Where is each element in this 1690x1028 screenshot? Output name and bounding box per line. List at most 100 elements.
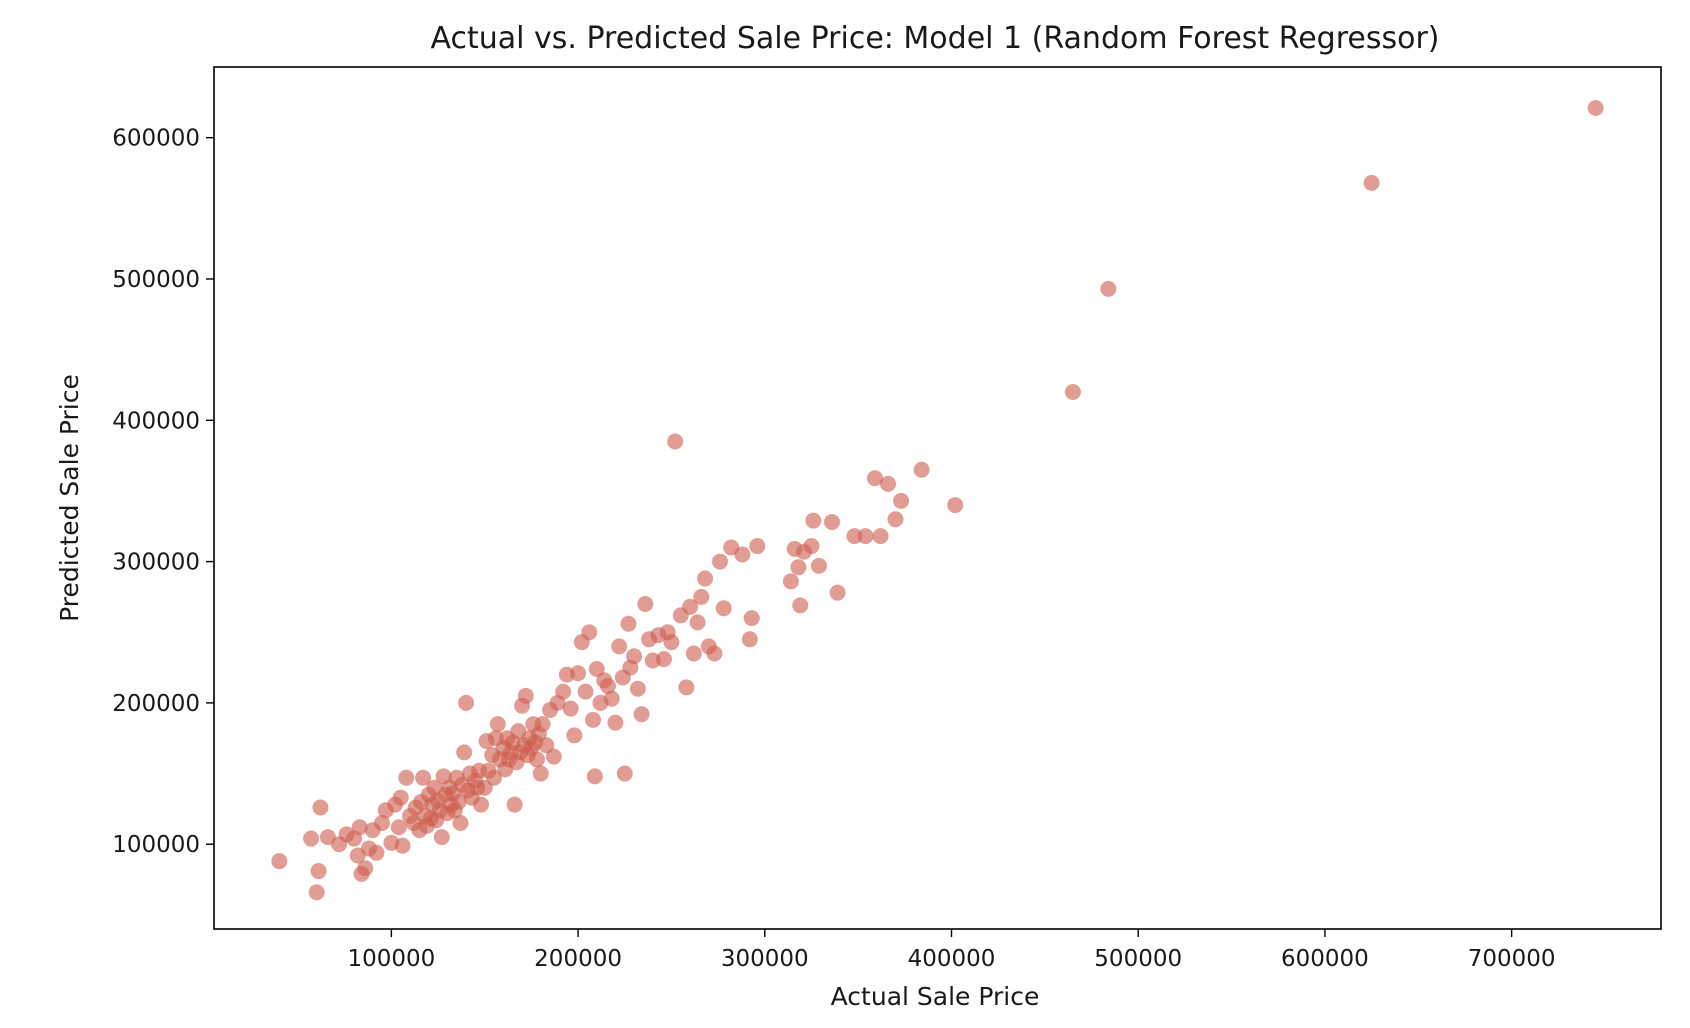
data-point xyxy=(1363,174,1380,191)
data-point xyxy=(566,727,583,744)
data-point xyxy=(697,570,714,587)
data-point xyxy=(790,559,807,576)
x-tick-label: 100000 xyxy=(347,946,435,972)
data-point xyxy=(749,538,766,555)
data-point xyxy=(357,860,374,877)
data-point xyxy=(685,645,702,662)
plot-frame xyxy=(213,66,1662,930)
data-point xyxy=(626,648,643,665)
data-points xyxy=(271,99,1604,901)
data-point xyxy=(682,598,699,615)
data-point xyxy=(893,492,910,509)
data-point xyxy=(689,614,706,631)
x-axis-ticks: 100000 200000 300000 400000 500000 600000 7000… xyxy=(347,929,1556,972)
data-point xyxy=(678,679,695,696)
chart-title: Actual vs. Predicted Sale Price: Model 1… xyxy=(431,21,1440,56)
data-point xyxy=(303,830,320,847)
data-point xyxy=(743,610,760,627)
data-point xyxy=(581,624,598,641)
data-point xyxy=(880,475,897,492)
data-point xyxy=(711,553,728,570)
data-point xyxy=(637,595,654,612)
data-point xyxy=(555,683,572,700)
data-point xyxy=(810,557,827,574)
y-axis-label: Predicted Sale Price xyxy=(55,374,84,622)
data-point xyxy=(538,737,555,754)
data-point xyxy=(562,700,579,717)
data-point xyxy=(913,461,930,478)
data-point xyxy=(489,716,506,733)
data-point xyxy=(734,546,751,563)
data-point xyxy=(866,470,883,487)
data-point xyxy=(398,769,415,786)
data-point xyxy=(693,588,710,605)
data-point xyxy=(857,528,874,545)
data-point xyxy=(706,645,723,662)
data-point xyxy=(374,815,391,832)
data-point xyxy=(607,714,624,731)
data-point xyxy=(803,538,820,555)
data-point xyxy=(782,573,799,590)
data-point xyxy=(629,680,646,697)
data-point xyxy=(1587,99,1604,116)
data-point xyxy=(588,660,605,677)
data-point xyxy=(458,694,475,711)
x-tick-label: 500000 xyxy=(1094,946,1182,972)
data-point xyxy=(585,711,602,728)
data-point xyxy=(529,751,546,768)
data-point xyxy=(599,677,616,694)
x-tick-label: 700000 xyxy=(1468,946,1556,972)
data-point xyxy=(1100,280,1117,297)
data-point xyxy=(472,796,489,813)
y-tick-label: 100000 xyxy=(112,832,200,858)
data-point xyxy=(887,511,904,528)
data-point xyxy=(312,799,329,816)
data-point xyxy=(824,514,841,531)
data-point xyxy=(663,634,680,651)
data-point xyxy=(506,796,523,813)
x-axis-label: Actual Sale Price xyxy=(831,982,1040,1011)
y-tick-label: 500000 xyxy=(112,267,200,293)
data-point xyxy=(1064,384,1081,401)
y-tick-label: 600000 xyxy=(112,126,200,152)
data-point xyxy=(570,665,587,682)
data-point xyxy=(741,631,758,648)
data-point xyxy=(667,433,684,450)
data-point xyxy=(586,768,603,785)
data-point xyxy=(633,706,650,723)
data-point xyxy=(534,716,551,733)
data-point xyxy=(532,765,549,782)
data-point xyxy=(456,744,473,761)
x-tick-label: 600000 xyxy=(1281,946,1369,972)
data-point xyxy=(394,837,411,854)
data-point xyxy=(655,651,672,668)
data-point xyxy=(452,815,469,832)
data-point xyxy=(351,819,368,836)
data-point xyxy=(947,497,964,514)
x-tick-label: 400000 xyxy=(908,946,996,972)
data-point xyxy=(829,584,846,601)
data-point xyxy=(368,844,385,861)
x-tick-label: 200000 xyxy=(534,946,622,972)
y-axis-ticks: 100000 200000 300000 400000 500000 600000 xyxy=(112,126,214,858)
y-tick-label: 200000 xyxy=(112,691,200,717)
data-point xyxy=(577,683,594,700)
data-point xyxy=(450,793,467,810)
data-point xyxy=(392,789,409,806)
data-point xyxy=(611,638,628,655)
data-point xyxy=(433,829,450,846)
data-point xyxy=(271,853,288,870)
data-point xyxy=(486,769,503,786)
data-point xyxy=(310,863,327,880)
data-point xyxy=(616,765,633,782)
data-point xyxy=(308,884,325,901)
data-point xyxy=(390,819,407,836)
y-tick-label: 400000 xyxy=(112,408,200,434)
data-point xyxy=(846,528,863,545)
data-point xyxy=(872,528,889,545)
data-point xyxy=(517,687,534,704)
data-point xyxy=(603,690,620,707)
data-point xyxy=(805,512,822,529)
y-tick-label: 300000 xyxy=(112,550,200,576)
